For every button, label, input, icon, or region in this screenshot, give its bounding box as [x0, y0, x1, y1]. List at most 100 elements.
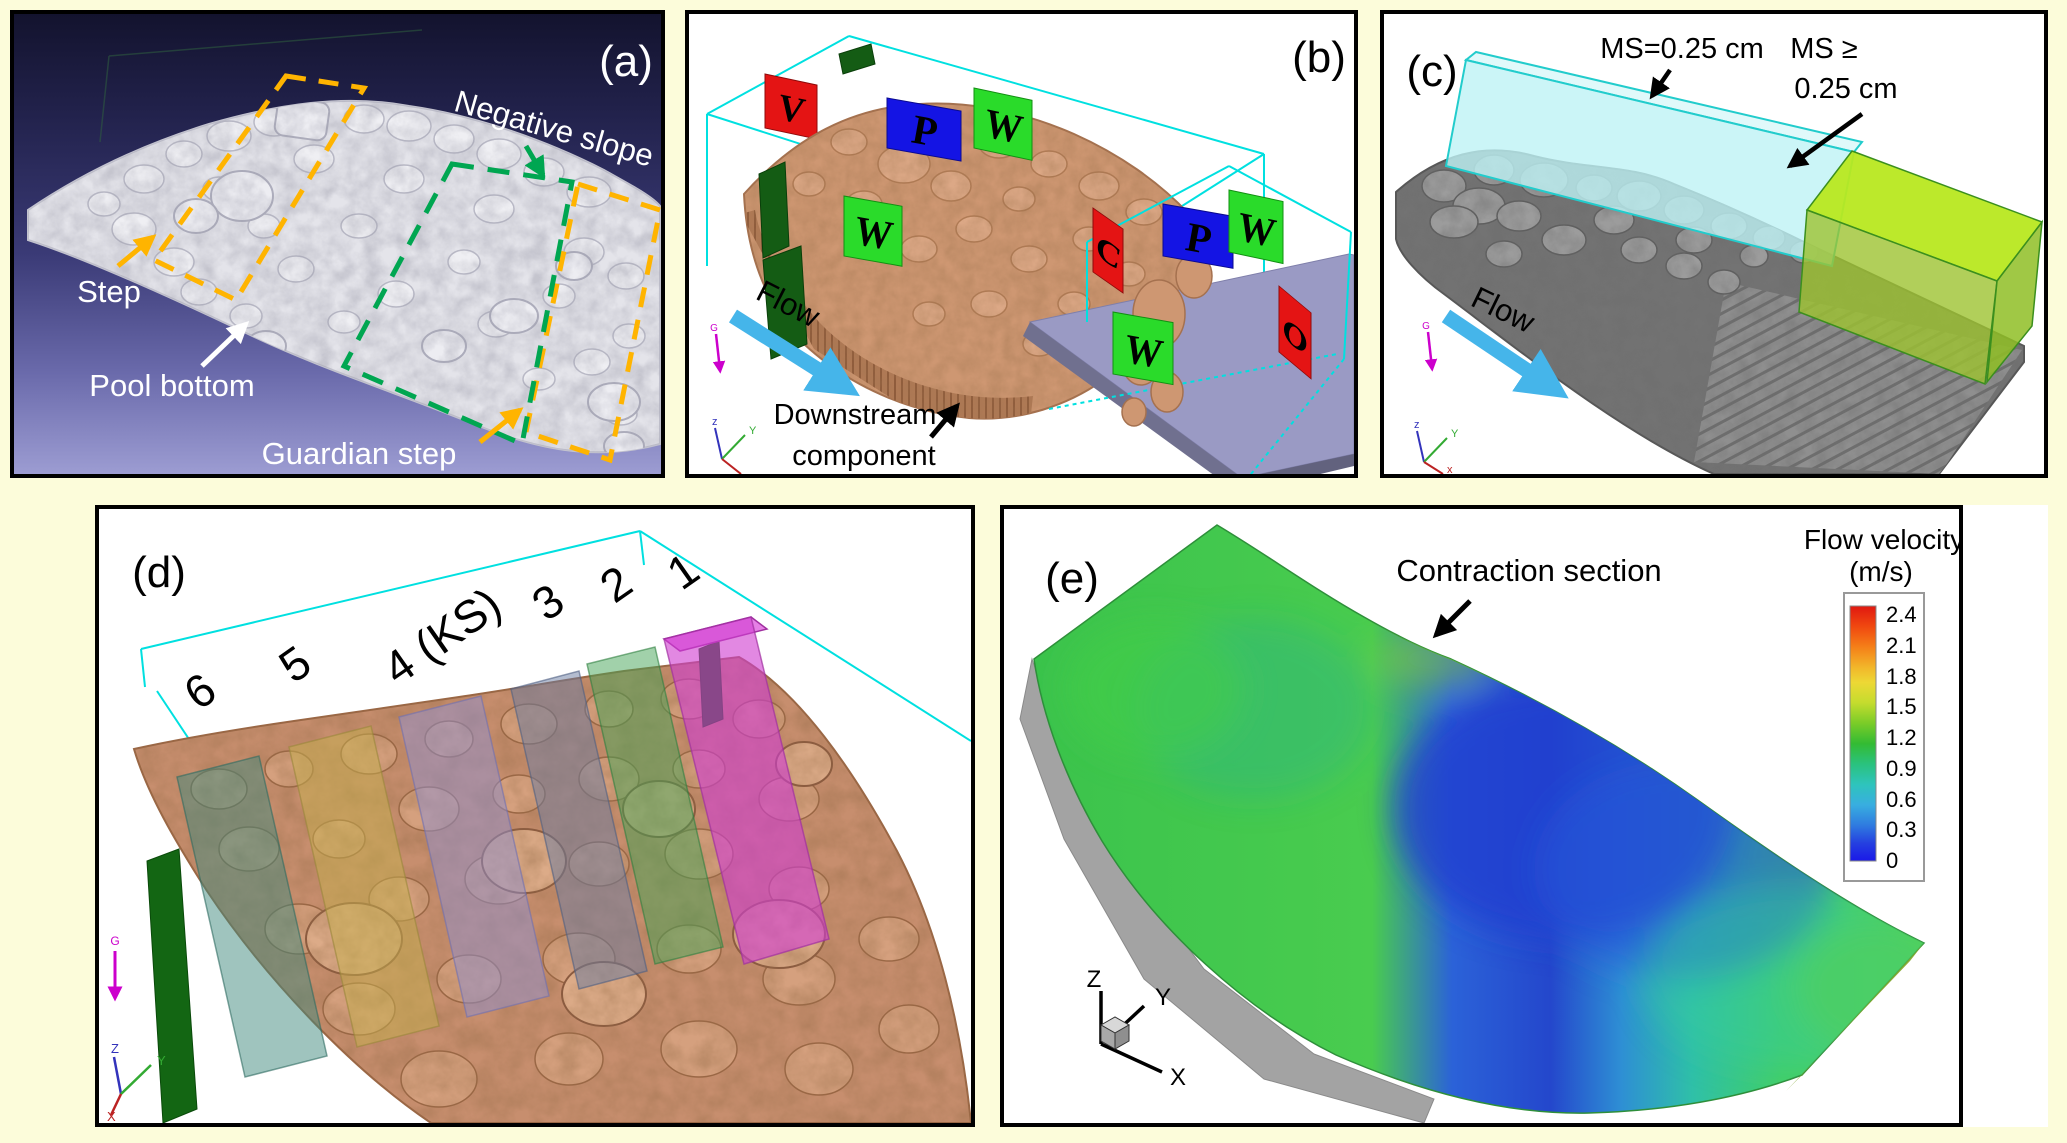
boundary-tag-c: C: [1092, 207, 1124, 294]
guardian-step-label: Guardian step: [262, 436, 457, 471]
tick-label: 0.9: [1886, 756, 1917, 781]
tag-letter: V: [778, 86, 807, 134]
boundary-tag-v: V: [764, 73, 818, 140]
axis-y-label: Y: [1155, 984, 1171, 1011]
tick-label: 0.3: [1886, 817, 1917, 842]
panel-e-canvas: Contraction section Flow velocity (m/s) …: [1019, 524, 1959, 1123]
gravity-label: G: [1422, 321, 1430, 332]
slab-6: [176, 755, 328, 1078]
panel-c-tag: (c): [1406, 47, 1457, 96]
boundary-tag-w-upstream-top: W: [973, 87, 1033, 161]
slab-4: [398, 695, 550, 1018]
contraction-arrow-icon: [1432, 599, 1472, 639]
colorbar-ticks: 2.4 2.1 1.8 1.5 1.2 0.9 0.6 0.3 0: [1886, 602, 1917, 873]
panel-d-canvas: 6 5 4 (KS) 3 2 1 G Z Y X (d): [107, 530, 971, 1123]
colorbar-gradient: [1849, 605, 1877, 862]
contraction-label: Contraction section: [1396, 553, 1661, 588]
axis-z-label: Z: [111, 1041, 119, 1056]
guardian-step-arrow-icon: [478, 407, 524, 444]
axis-y-label: Y: [157, 1053, 166, 1068]
slab-2: [586, 646, 724, 965]
colorbar: 2.4 2.1 1.8 1.5 1.2 0.9 0.6 0.3 0: [1843, 592, 1925, 882]
step-outline: [150, 73, 369, 304]
axis-x-label: x: [745, 471, 751, 474]
boundary-tag-o: O: [1278, 285, 1312, 380]
section-label-4ks: 4 (KS): [374, 577, 511, 694]
downstream-component-plate: [1023, 253, 1354, 474]
flume-green-wall: [146, 848, 198, 1123]
downstream-arrow-icon: [929, 402, 960, 439]
tag-letter: P: [910, 105, 938, 157]
panel-c-canvas: MS=0.25 cm MS ≥ 0.25 cm Flow G z Y x (c): [1395, 33, 2044, 474]
negative-slope-arrow-icon: [523, 144, 546, 179]
tick-label: 1.5: [1886, 694, 1917, 719]
tag-letter: W: [1237, 203, 1278, 258]
gravity-arrow-icon: G: [710, 323, 726, 374]
axis-triad-icon: Z Y X: [107, 1041, 166, 1123]
boundary-tag-w-plate: W: [1112, 311, 1174, 386]
flow-arrow-icon: [728, 309, 860, 397]
section-label-2: 2: [590, 555, 641, 612]
axis-cube-icon: Z Y X: [1087, 966, 1186, 1091]
tick-label: 0: [1886, 848, 1898, 873]
ms-coarse-label-1: MS ≥: [1790, 33, 1858, 65]
panel-a: (a) Negative slope Step Pool bottom Guar…: [10, 10, 665, 478]
flow-velocity-surface: [1033, 524, 1925, 1114]
section-label-1: 1: [657, 542, 708, 599]
section-label-6: 6: [174, 662, 225, 719]
ms-fine-arrow-icon: [1649, 68, 1672, 100]
fine-mesh-box: [1444, 50, 1864, 268]
axis-z-label: Z: [1087, 966, 1102, 993]
step-label: Step: [77, 274, 141, 309]
gravity-label: G: [110, 934, 119, 948]
panel-c: MS=0.25 cm MS ≥ 0.25 cm Flow G z Y x (c): [1380, 10, 2048, 478]
pool-bottom-label: Pool bottom: [89, 368, 254, 403]
tick-label: 1.2: [1886, 725, 1917, 750]
gravity-label: G: [710, 323, 718, 334]
axis-triad-icon: z Y x: [1414, 419, 1459, 474]
panel-a-canvas: (a) Negative slope Step Pool bottom Guar…: [27, 29, 661, 471]
tick-label: 1.8: [1886, 664, 1917, 689]
tag-letter: W: [854, 207, 895, 261]
axis-y-label: Y: [1451, 428, 1459, 440]
flow-arrow-icon: [1441, 309, 1569, 399]
tick-label: 2.1: [1886, 633, 1917, 658]
panel-a-tag: (a): [599, 37, 653, 86]
axis-y-label: Y: [749, 425, 757, 437]
colorbar-title-2: (m/s): [1849, 556, 1913, 587]
panel-b-tag: (b): [1292, 33, 1346, 82]
slab-3: [510, 670, 648, 990]
axis-x-label: x: [1447, 464, 1453, 474]
boundary-tag-w-downstream-top: W: [1228, 189, 1284, 265]
cross-section-slabs: [176, 616, 830, 1078]
tag-letter: W: [1124, 325, 1165, 379]
right-margin: [1963, 505, 2048, 1127]
ms-fine-label: MS=0.25 cm: [1600, 33, 1764, 65]
panel-b: V P W W: [685, 10, 1358, 478]
tick-label: 2.4: [1886, 602, 1917, 627]
tag-letter: C: [1097, 226, 1120, 280]
boundary-tag-p-upstream: P: [886, 97, 962, 162]
axis-x-label: X: [107, 1109, 116, 1123]
section-label-5: 5: [269, 635, 320, 692]
boundary-tag-w-upstream-side: W: [843, 195, 903, 267]
downstream-label-2: component: [792, 440, 936, 472]
axis-z-label: z: [1414, 419, 1420, 431]
slab-5: [288, 725, 440, 1048]
tick-label: 0.6: [1886, 787, 1917, 812]
section-label-3: 3: [522, 573, 573, 630]
downstream-label-1: Downstream: [774, 399, 937, 431]
gravity-arrow-icon: G: [1422, 321, 1438, 372]
tag-letter: W: [984, 100, 1025, 155]
axis-z-label: z: [712, 416, 718, 428]
boundary-tag-p-downstream: P: [1162, 203, 1234, 269]
axis-x-label: X: [1170, 1064, 1186, 1091]
ms-coarse-label-2: 0.25 cm: [1794, 73, 1897, 105]
step-arrow-icon: [116, 234, 157, 268]
upstream-green-wall: [758, 43, 876, 360]
panel-d: 6 5 4 (KS) 3 2 1 G Z Y X (d): [95, 505, 975, 1127]
gravity-arrow-icon: G: [107, 934, 123, 1002]
axis-triad-icon: z Y x: [712, 416, 757, 474]
guardian-step-outline: [523, 180, 661, 464]
